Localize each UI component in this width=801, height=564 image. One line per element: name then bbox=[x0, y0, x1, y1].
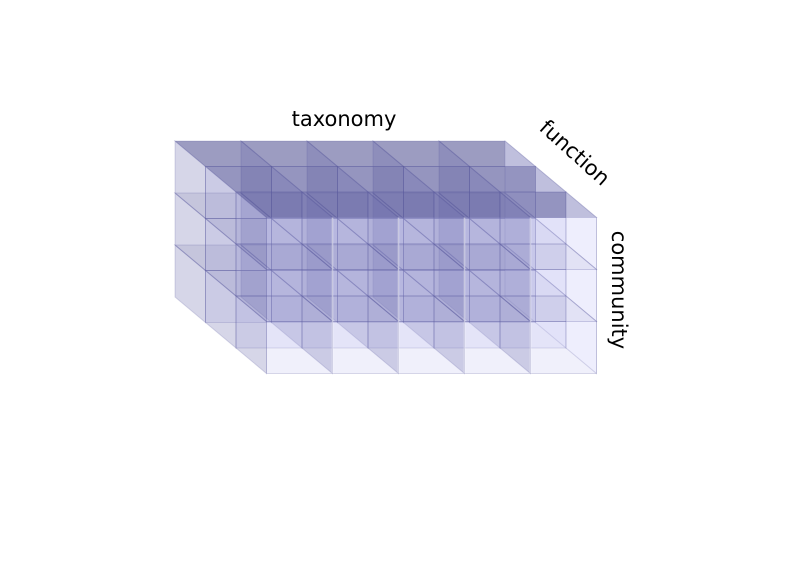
cell-front-face bbox=[433, 243, 501, 297]
cell-side-face bbox=[372, 243, 404, 324]
cell-top-face bbox=[336, 218, 436, 245]
cell-right-face bbox=[565, 294, 597, 375]
cell-side-face bbox=[403, 217, 435, 298]
cell-side-face bbox=[240, 243, 272, 324]
cell-side-face bbox=[174, 191, 206, 272]
cell-side-face bbox=[337, 217, 369, 298]
cell-side-face bbox=[469, 217, 501, 298]
cell-top-face bbox=[402, 270, 502, 297]
cell-front-face bbox=[205, 270, 272, 323]
cell-top-face bbox=[270, 218, 370, 245]
cell-front-face bbox=[469, 218, 536, 271]
cell-side-face bbox=[469, 269, 501, 350]
cell-side-face bbox=[438, 243, 470, 324]
cell-front-face bbox=[235, 243, 303, 297]
cell-top-face bbox=[498, 295, 598, 322]
cell-side-face bbox=[235, 294, 267, 375]
axis-label-community: community bbox=[607, 231, 631, 349]
cell-right-face bbox=[535, 269, 567, 350]
cell-top-face bbox=[204, 270, 304, 297]
cell-top-face bbox=[336, 270, 436, 297]
cell-top-face bbox=[468, 270, 568, 297]
cell-side-face bbox=[174, 243, 206, 324]
cell-top-face bbox=[498, 191, 598, 218]
cell-top-face bbox=[498, 243, 598, 270]
cell-front-face bbox=[205, 218, 272, 271]
cell-front-face bbox=[499, 243, 567, 297]
cell-top-face bbox=[239, 244, 339, 271]
cell-front-face bbox=[235, 295, 303, 349]
cell-top-face bbox=[173, 244, 273, 271]
cell-top-face bbox=[468, 218, 568, 245]
cell-front-face bbox=[271, 218, 338, 271]
cell-side-face bbox=[271, 269, 303, 350]
cell-front-face bbox=[337, 270, 404, 323]
cube-cells bbox=[173, 139, 598, 375]
cell-front-face bbox=[301, 295, 369, 349]
cell-top-face bbox=[371, 244, 471, 271]
cell-top-face bbox=[270, 270, 370, 297]
cell-front-face bbox=[403, 218, 470, 271]
cell-right-face bbox=[535, 217, 567, 298]
cell-front-face bbox=[301, 243, 369, 297]
cell-side-face bbox=[235, 242, 267, 323]
cell-top-face bbox=[204, 218, 304, 245]
cell-front-face bbox=[271, 270, 338, 323]
axis-label-taxonomy: taxonomy bbox=[292, 107, 397, 131]
cell-right-face bbox=[565, 242, 597, 323]
cell-right-face bbox=[565, 190, 597, 271]
cell-side-face bbox=[174, 139, 206, 220]
cell-side-face bbox=[205, 217, 237, 298]
cell-front-face bbox=[367, 295, 435, 349]
cell-front-face bbox=[337, 218, 404, 271]
cell-side-face bbox=[271, 217, 303, 298]
cell-front-face bbox=[499, 295, 567, 349]
cell-front-face bbox=[433, 295, 501, 349]
cell-right-face bbox=[504, 243, 536, 324]
cell-top-face bbox=[437, 244, 537, 271]
cell-top-face bbox=[305, 244, 405, 271]
cell-side-face bbox=[306, 243, 338, 324]
cell-front-face bbox=[403, 270, 470, 323]
cell-side-face bbox=[205, 269, 237, 350]
cell-front-face bbox=[367, 243, 435, 297]
cell-side-face bbox=[205, 165, 237, 246]
cell-front-face bbox=[469, 270, 536, 323]
cell-side-face bbox=[403, 269, 435, 350]
cell-side-face bbox=[337, 269, 369, 350]
cell-top-face bbox=[402, 218, 502, 245]
